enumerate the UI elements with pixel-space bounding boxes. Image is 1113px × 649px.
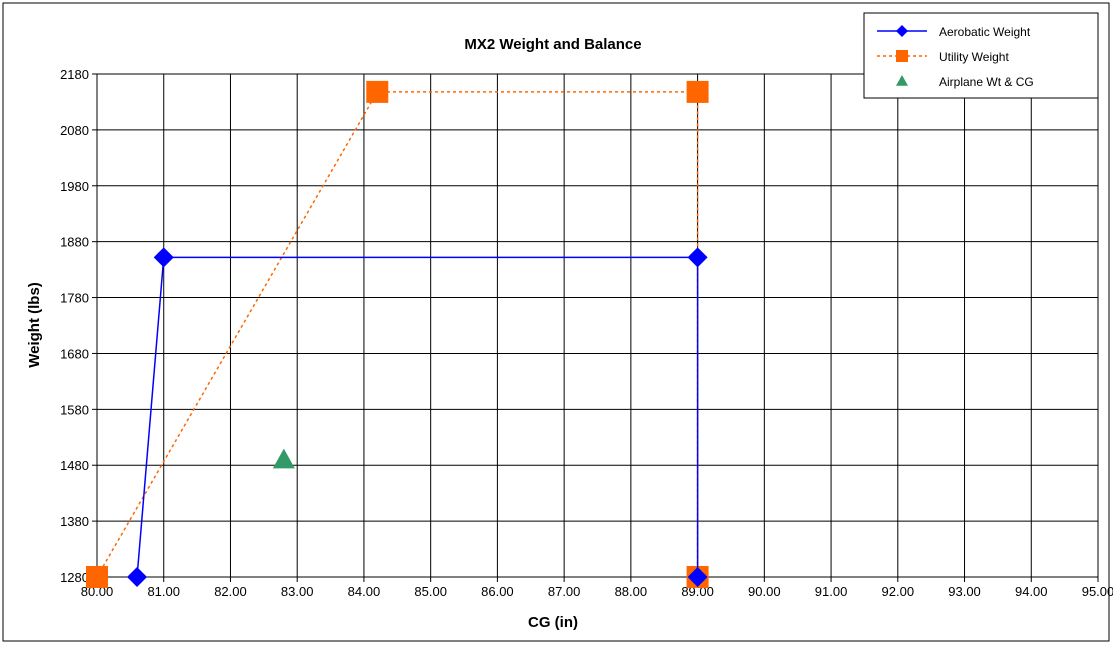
x-tick-label: 90.00	[748, 584, 781, 599]
series-2	[272, 448, 295, 469]
x-tick-label: 92.00	[882, 584, 915, 599]
legend: Aerobatic Weight Utility Weight Airplane W…	[863, 12, 1099, 99]
y-tick-label: 1680	[60, 346, 89, 361]
data-point	[86, 566, 108, 588]
y-axis-title: Weight (lbs)	[26, 282, 43, 368]
tick-labels: 80.00 81.00 82.00 83.00 84.00 85.00 86.00 87.00…	[60, 67, 1113, 599]
legend-marker	[896, 75, 908, 86]
data-point	[127, 567, 148, 587]
data-point	[366, 80, 389, 103]
y-tick-label: 2080	[60, 123, 89, 138]
data-point	[687, 567, 708, 587]
x-tick-label: 93.00	[948, 584, 981, 599]
data-point	[153, 247, 174, 268]
legend-marker	[896, 50, 908, 62]
series-layer	[86, 80, 709, 588]
x-tick-label: 87.00	[548, 584, 581, 599]
data-point	[272, 448, 295, 469]
y-tick-label: 1980	[60, 179, 89, 194]
legend-label: Aerobatic Weight	[939, 25, 1031, 39]
y-tick-label: 1280	[60, 570, 89, 585]
x-tick-label: 83.00	[281, 584, 314, 599]
x-tick-label: 86.00	[481, 584, 514, 599]
chart-title: MX2 Weight and Balance	[464, 36, 641, 53]
y-tick-label: 1480	[60, 458, 89, 473]
legend-label: Airplane Wt & CG	[939, 75, 1034, 89]
y-tick-label: 1380	[60, 514, 89, 529]
data-point	[686, 80, 709, 103]
y-tick-label: 1580	[60, 402, 89, 417]
data-point	[687, 247, 708, 268]
y-tick-label: 1780	[60, 291, 89, 306]
x-tick-label: 81.00	[147, 584, 180, 599]
plot-area	[96, 73, 1099, 578]
x-tick-label: 95.00	[1082, 584, 1113, 599]
series-line	[136, 256, 699, 578]
series-0	[127, 247, 708, 587]
legend-label: Utility Weight	[939, 50, 1009, 64]
legend-marker	[896, 25, 908, 37]
y-tick-label: 2180	[60, 67, 89, 82]
x-axis-title: CG (in)	[528, 614, 578, 631]
x-tick-label: 88.00	[615, 584, 648, 599]
x-tick-label: 94.00	[1015, 584, 1048, 599]
x-tick-label: 84.00	[348, 584, 381, 599]
y-tick-label: 1880	[60, 235, 89, 250]
x-tick-label: 82.00	[214, 584, 247, 599]
x-tick-label: 85.00	[414, 584, 447, 599]
x-tick-label: 91.00	[815, 584, 848, 599]
